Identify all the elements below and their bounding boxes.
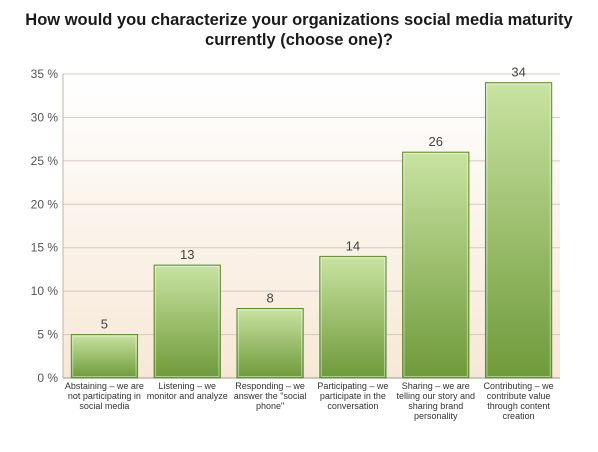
bar bbox=[236, 308, 304, 379]
data-label: 14 bbox=[346, 238, 360, 253]
bar-highlight bbox=[403, 153, 468, 377]
data-label: 34 bbox=[511, 65, 525, 80]
x-tick-label: Abstaining – we are not participating in s… bbox=[65, 381, 144, 411]
y-tick-label: 20 % bbox=[31, 197, 59, 211]
chart-title-line-2: currently (choose one)? bbox=[205, 31, 393, 49]
x-tick-label: Participating – we participate in the conv… bbox=[317, 381, 388, 411]
bar bbox=[70, 334, 139, 379]
y-tick-label: 0 % bbox=[37, 371, 58, 385]
data-label: 13 bbox=[180, 247, 194, 262]
y-tick-label: 25 % bbox=[31, 154, 59, 168]
bar bbox=[402, 151, 470, 379]
x-tick-label: Sharing – we are telling our story and sha… bbox=[396, 381, 475, 421]
chart-title-line-1: How would you characterize your organiza… bbox=[25, 11, 573, 29]
data-label: 8 bbox=[266, 291, 273, 306]
y-tick-label: 10 % bbox=[31, 284, 59, 298]
bar bbox=[484, 82, 553, 379]
x-tick-label: Contributing – we contribute value through… bbox=[484, 381, 554, 421]
bar-highlight bbox=[486, 83, 551, 378]
chart-title: How would you characterize your organiza… bbox=[0, 10, 598, 50]
y-tick-label: 35 % bbox=[31, 67, 59, 81]
bar-highlight bbox=[155, 266, 220, 378]
y-tick-label: 15 % bbox=[31, 241, 59, 255]
y-tick-label: 30 % bbox=[31, 110, 59, 124]
bar bbox=[153, 264, 221, 379]
data-label: 26 bbox=[429, 134, 443, 149]
y-tick-label: 5 % bbox=[37, 328, 58, 342]
data-label: 5 bbox=[101, 317, 108, 332]
x-tick-label: Responding – we answer the "social phone" bbox=[234, 381, 307, 411]
bar-highlight bbox=[237, 309, 303, 377]
plot-area bbox=[63, 74, 560, 378]
bar bbox=[319, 255, 387, 379]
bar-highlight bbox=[72, 335, 137, 378]
bar-highlight bbox=[320, 257, 386, 377]
x-tick-label: Listening – we monitor and analyze bbox=[147, 381, 228, 401]
